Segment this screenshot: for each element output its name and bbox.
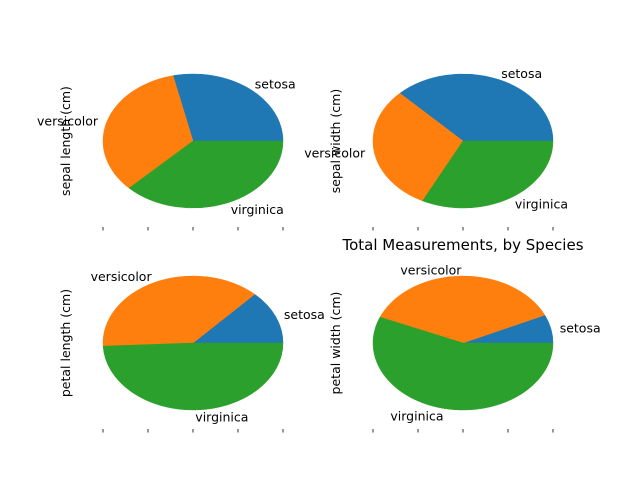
pie-slice-versicolor: [102, 75, 194, 189]
slice-label-versicolor: versicolor: [37, 113, 99, 128]
pie-panel-4: setosa versicolor virginica petal width (cm…: [328, 262, 601, 433]
y-axis-label: petal length (cm): [58, 289, 73, 397]
slice-label-versicolor: versicolor: [304, 145, 366, 160]
pie-slice-virginica: [102, 342, 284, 411]
slice-label-setosa: setosa: [284, 307, 325, 322]
y-axis-label: sepal length (cm): [58, 86, 73, 196]
slice-label-virginica: virginica: [231, 202, 284, 217]
pie-slice-virginica: [128, 140, 284, 209]
pie-slice-setosa: [172, 73, 284, 142]
slice-label-versicolor: versicolor: [91, 269, 153, 284]
y-axis-label: petal width (cm): [328, 292, 343, 395]
chart-title: Total Measurements, by Species: [341, 236, 583, 254]
pie-slice-setosa: [399, 73, 554, 142]
pie-slice-virginica: [372, 316, 554, 411]
y-axis-label: sepal width (cm): [328, 89, 343, 193]
pie-slice-versicolor: [102, 275, 256, 347]
slice-label-setosa: setosa: [560, 320, 601, 335]
slice-label-versicolor: versicolor: [400, 262, 462, 277]
slice-label-virginica: virginica: [195, 410, 248, 425]
slice-label-virginica: virginica: [515, 197, 568, 212]
pie-panel-2: setosa versicolor virginica sepal width (cm…: [304, 66, 568, 231]
pie-panel-3: setosa versicolor virginica petal length (c…: [58, 269, 325, 433]
pie-slice-setosa: [192, 293, 284, 344]
pie-slice-virginica: [422, 140, 554, 209]
slice-label-setosa: setosa: [255, 76, 296, 91]
slice-label-virginica: virginica: [390, 408, 443, 423]
pie-slice-versicolor: [379, 275, 546, 344]
pie-panel-1: setosa versicolor virginica sepal length (c…: [37, 73, 296, 231]
slice-label-setosa: setosa: [501, 66, 542, 81]
